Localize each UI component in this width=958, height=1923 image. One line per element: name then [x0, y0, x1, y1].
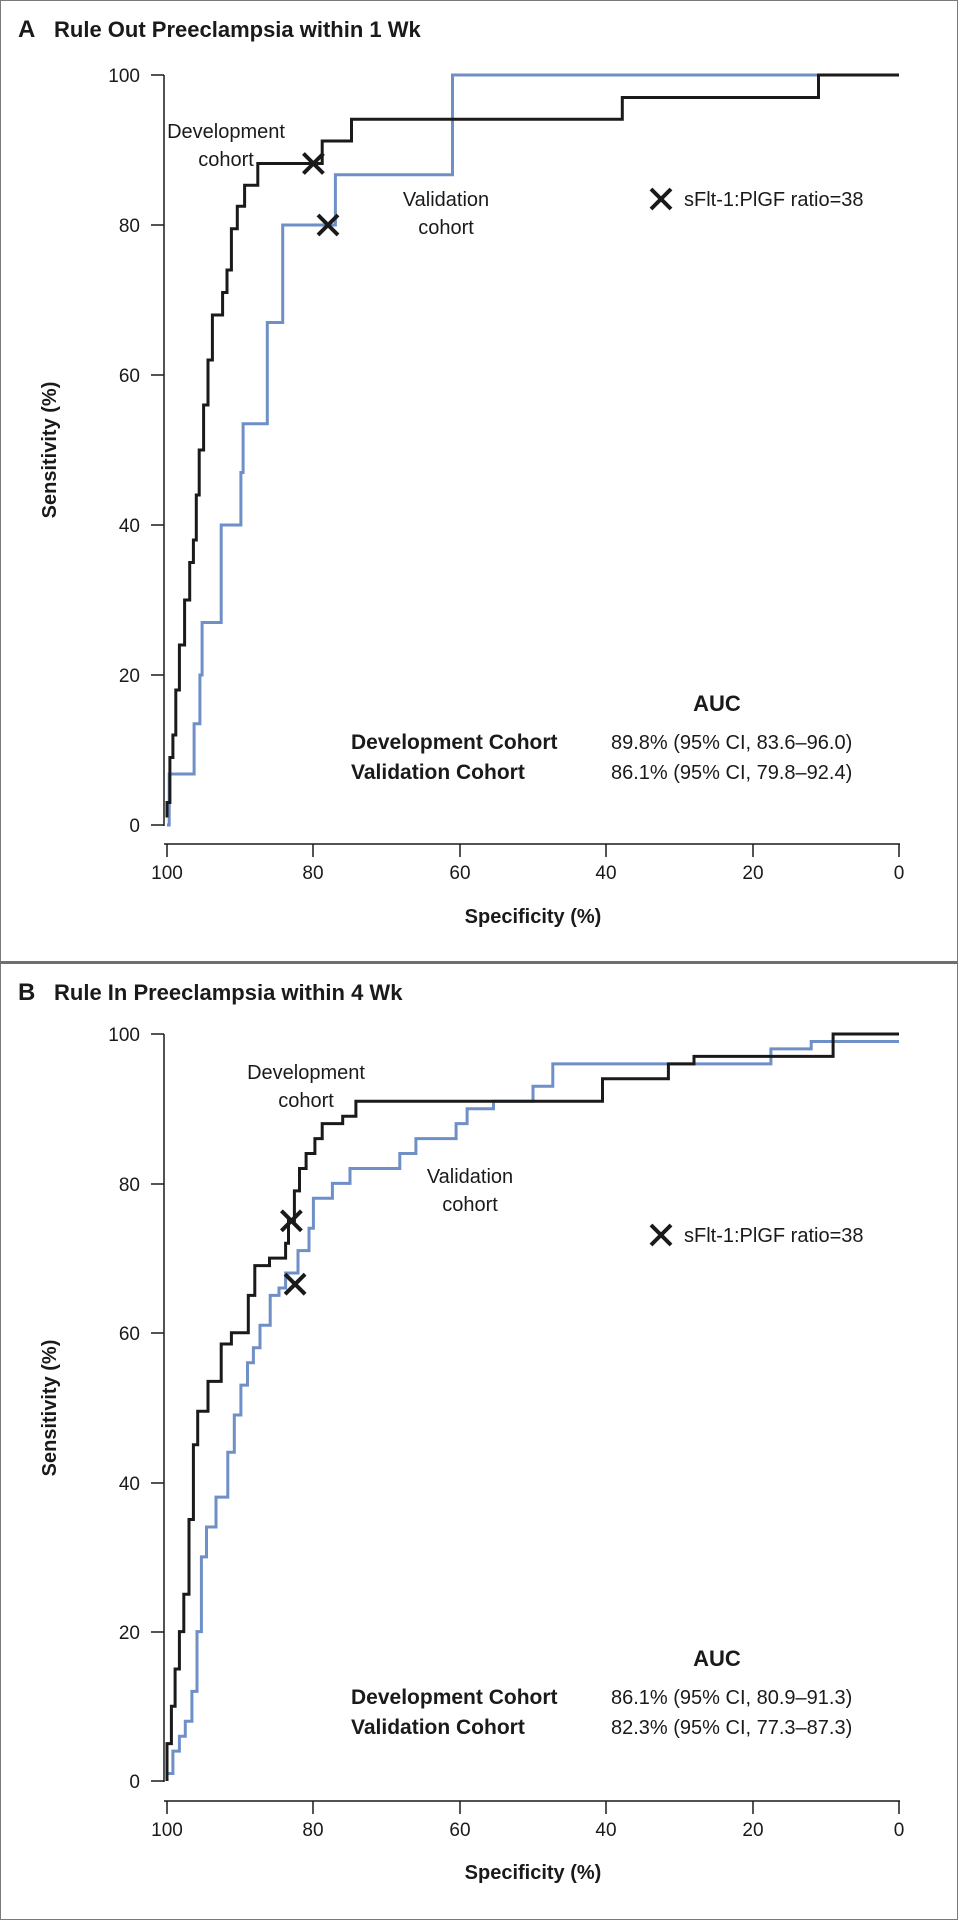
y-ticks: 0 20 40 60 80 100: [108, 1025, 164, 1793]
threshold-marker-development: [301, 152, 325, 175]
marker-stroke: [279, 1209, 303, 1233]
x-tick-label: 100: [151, 863, 183, 884]
x-tick-label: 60: [449, 863, 470, 884]
validation-cohort-label: Validation: [427, 1166, 513, 1188]
auc-row-value: 89.8% (95% CI, 83.6–96.0): [611, 732, 852, 754]
x-tick-label: 0: [894, 863, 905, 884]
legend-label: sFlt-1:PlGF ratio=38: [684, 189, 864, 211]
auc-header: AUC: [693, 1646, 741, 1671]
legend: sFlt-1:PlGF ratio=38: [649, 187, 864, 211]
x-tick-label: 100: [151, 1820, 183, 1841]
y-tick-label: 20: [119, 1623, 140, 1644]
panel-b-chart: B Rule In Preeclampsia within 4 Wk 0 20 …: [18, 979, 904, 1884]
y-tick-label: 40: [119, 1474, 140, 1495]
panel-title: Rule In Preeclampsia within 4 Wk: [54, 980, 403, 1005]
y-tick-label: 60: [119, 1324, 140, 1345]
y-tick-label: 60: [119, 366, 140, 387]
y-tick-label: 0: [129, 1772, 140, 1793]
auc-row-name: Development Cohort: [351, 731, 558, 754]
y-axis-title: Sensitivity (%): [39, 1340, 61, 1477]
validation-cohort-label: Validation: [403, 189, 489, 211]
y-tick-label: 100: [108, 66, 140, 87]
y-ticks: 0 20 40 60 80 100: [108, 66, 164, 837]
panel-divider: [0, 961, 958, 964]
x-tick-label: 60: [449, 1820, 470, 1841]
auc-row-name: Development Cohort: [351, 1686, 558, 1709]
x-axis-title: Specificity (%): [465, 1862, 602, 1884]
x-axis-title: Specificity (%): [465, 906, 602, 928]
development-cohort-line: [165, 1032, 899, 1781]
x-ticks: 100 80 60 40 20 0: [151, 1801, 904, 1841]
validation-cohort-label: cohort: [442, 1194, 498, 1216]
validation-cohort-label: cohort: [418, 217, 474, 239]
auc-row-name: Validation Cohort: [351, 761, 525, 784]
marker-stroke: [316, 213, 340, 237]
y-tick-label: 40: [119, 516, 140, 537]
threshold-marker-development: [279, 1209, 303, 1233]
y-tick-label: 0: [129, 816, 140, 837]
validation-cohort-line: [165, 1040, 899, 1781]
auc-row-value: 86.1% (95% CI, 79.8–92.4): [611, 762, 852, 784]
x-tick-label: 20: [742, 863, 763, 884]
panel-b: B Rule In Preeclampsia within 4 Wk 0 20 …: [0, 963, 958, 1923]
panel-a: A Rule Out Preeclampsia within 1 Wk 0 20…: [0, 0, 958, 960]
x-tick-label: 40: [595, 1820, 616, 1841]
x-tick-label: 80: [302, 863, 323, 884]
legend-x-icon: [649, 187, 673, 211]
development-cohort-line: [165, 73, 899, 818]
y-tick-label: 100: [108, 1025, 140, 1046]
panel-a-chart: A Rule Out Preeclampsia within 1 Wk 0 20…: [18, 16, 904, 928]
panel-letter: A: [18, 16, 35, 43]
threshold-marker-validation: [316, 213, 340, 237]
marker-stroke: [649, 187, 673, 211]
legend-x-icon: [649, 1223, 673, 1247]
development-cohort-label: Development: [247, 1062, 365, 1084]
auc-row-name: Validation Cohort: [351, 1716, 525, 1739]
x-ticks: 100 80 60 40 20 0: [151, 844, 904, 884]
x-tick-label: 80: [302, 1820, 323, 1841]
legend-label: sFlt-1:PlGF ratio=38: [684, 1225, 864, 1247]
auc-row-value: 86.1% (95% CI, 80.9–91.3): [611, 1687, 852, 1709]
development-cohort-label: cohort: [278, 1090, 334, 1112]
auc-header: AUC: [693, 691, 741, 716]
marker-stroke: [283, 1272, 307, 1296]
legend: sFlt-1:PlGF ratio=38: [649, 1223, 864, 1247]
validation-cohort-line: [167, 73, 899, 827]
x-tick-label: 0: [894, 1820, 905, 1841]
panel-title: Rule Out Preeclampsia within 1 Wk: [54, 17, 422, 42]
auc-table: AUC Development Cohort 89.8% (95% CI, 83…: [351, 691, 852, 784]
development-cohort-label: cohort: [198, 149, 254, 171]
x-tick-label: 40: [595, 863, 616, 884]
y-tick-label: 80: [119, 1175, 140, 1196]
auc-row-value: 82.3% (95% CI, 77.3–87.3): [611, 1717, 852, 1739]
threshold-marker-validation: [283, 1272, 307, 1296]
y-tick-label: 80: [119, 216, 140, 237]
marker-stroke: [649, 1223, 673, 1247]
development-cohort-label: Development: [167, 121, 285, 143]
marker-stroke: [301, 152, 325, 175]
auc-table: AUC Development Cohort 86.1% (95% CI, 80…: [351, 1646, 852, 1739]
y-axis-title: Sensitivity (%): [39, 382, 61, 519]
x-tick-label: 20: [742, 1820, 763, 1841]
y-tick-label: 20: [119, 666, 140, 687]
panel-letter: B: [18, 979, 35, 1006]
